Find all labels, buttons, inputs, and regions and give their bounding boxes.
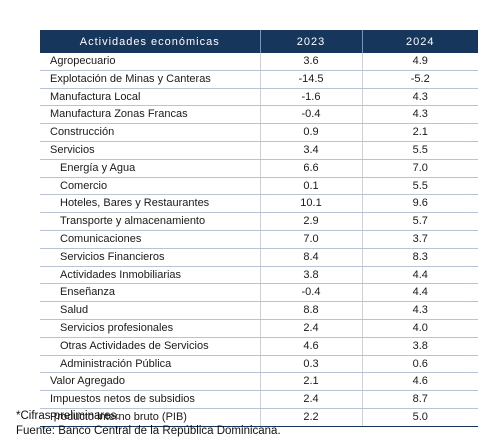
row-label: Construcción <box>40 123 261 142</box>
value-2023: 3.4 <box>260 141 363 160</box>
header-2024: 2024 <box>362 30 478 53</box>
value-2024: 2.1 <box>362 123 478 142</box>
table-header-row: Actividades económicas 2023 2024 <box>40 30 478 53</box>
value-2023: -14.5 <box>260 70 363 89</box>
row-label: Comunicaciones <box>40 230 261 249</box>
header-activities: Actividades económicas <box>40 30 261 53</box>
gdp-growth-table: Actividades económicas 2023 2024 Agropec… <box>40 30 478 427</box>
value-2024: 4.0 <box>362 319 478 338</box>
table-row: Hoteles, Bares y Restaurantes 10.1 9.6 <box>40 194 478 214</box>
row-label: Manufactura Zonas Francas <box>40 105 261 125</box>
row-label: Valor Agregado <box>40 372 261 392</box>
table-row: Enseñanza -0.4 4.4 <box>40 283 478 303</box>
table-row: Manufactura Zonas Francas -0.4 4.3 <box>40 105 478 125</box>
row-label: Servicios profesionales <box>40 319 261 338</box>
value-2024: 9.6 <box>362 194 478 214</box>
row-label: Agropecuario <box>40 53 261 71</box>
value-2024: 4.9 <box>362 53 478 71</box>
table-row: Comunicaciones 7.0 3.7 <box>40 230 478 249</box>
value-2024: 4.4 <box>362 283 478 303</box>
value-2023: 7.0 <box>260 230 363 249</box>
value-2023: 4.6 <box>260 337 363 356</box>
header-2023: 2023 <box>260 30 363 53</box>
value-2024: 5.0 <box>362 408 478 427</box>
table-header: Actividades económicas 2023 2024 <box>40 30 478 53</box>
value-2024: 3.8 <box>362 337 478 356</box>
row-label: Comercio <box>40 177 261 196</box>
table-row: Servicios 3.4 5.5 <box>40 141 478 160</box>
value-2023: 3.6 <box>260 53 363 71</box>
value-2023: -0.4 <box>260 105 363 125</box>
row-label: Servicios <box>40 141 261 160</box>
table-row: Energía y Agua 6.6 7.0 <box>40 159 478 178</box>
row-label: Producto interno bruto (PIB) <box>40 408 261 427</box>
value-2024: 8.3 <box>362 248 478 267</box>
value-2023: 6.6 <box>260 159 363 178</box>
value-2023: 2.1 <box>260 372 363 392</box>
value-2024: 5.5 <box>362 141 478 160</box>
table-row: Salud 8.8 4.3 <box>40 301 478 320</box>
value-2023: 10.1 <box>260 194 363 214</box>
value-2024: 4.3 <box>362 88 478 107</box>
value-2024: 5.5 <box>362 177 478 196</box>
value-2024: -5.2 <box>362 70 478 89</box>
value-2023: 3.8 <box>260 266 363 285</box>
value-2023: 2.2 <box>260 408 363 427</box>
footnotes: *Cifras preliminares. Fuente: Banco Cent… <box>16 409 281 439</box>
value-2023: 2.4 <box>260 319 363 338</box>
value-2023: 0.1 <box>260 177 363 196</box>
value-2023: 8.8 <box>260 301 363 320</box>
table-body: Agropecuario 3.6 4.9 Explotación de Minas y… <box>40 53 478 427</box>
row-label: Energía y Agua <box>40 159 261 178</box>
table-row: Transporte y almacenamiento 2.9 5.7 <box>40 212 478 231</box>
row-label: Manufactura Local <box>40 88 261 107</box>
preliminary-note: *Cifras preliminares. <box>16 410 120 422</box>
table-row: Valor Agregado 2.1 4.6 <box>40 372 478 392</box>
value-2024: 4.4 <box>362 266 478 285</box>
value-2024: 7.0 <box>362 159 478 178</box>
value-2023: 8.4 <box>260 248 363 267</box>
table-row: Servicios profesionales 2.4 4.0 <box>40 319 478 338</box>
value-2023: 2.9 <box>260 212 363 231</box>
value-2024: 4.3 <box>362 105 478 125</box>
row-label: Actividades Inmobiliarias <box>40 266 261 285</box>
value-2024: 5.7 <box>362 212 478 231</box>
table-row: Manufactura Local -1.6 4.3 <box>40 88 478 107</box>
value-2024: 4.6 <box>362 372 478 392</box>
value-2023: 2.4 <box>260 390 363 409</box>
value-2023: 0.9 <box>260 123 363 142</box>
table-row: Impuestos netos de subsidios 2.4 8.7 <box>40 390 478 409</box>
table-row: Explotación de Minas y Canteras -14.5 -5.2 <box>40 70 478 89</box>
row-label: Otras Actividades de Servicios <box>40 337 261 356</box>
table-row: Actividades Inmobiliarias 3.8 4.4 <box>40 266 478 285</box>
table-row: Producto interno bruto (PIB) 2.2 5.0 <box>40 408 478 427</box>
table-row: Servicios Financieros 8.4 8.3 <box>40 248 478 267</box>
table-row: Otras Actividades de Servicios 4.6 3.8 <box>40 337 478 356</box>
row-label: Hoteles, Bares y Restaurantes <box>40 194 261 214</box>
value-2023: -0.4 <box>260 283 363 303</box>
row-label: Administración Pública <box>40 355 261 374</box>
table-row: Comercio 0.1 5.5 <box>40 177 478 196</box>
row-label: Servicios Financieros <box>40 248 261 267</box>
value-2024: 3.7 <box>362 230 478 249</box>
row-label: Impuestos netos de subsidios <box>40 390 261 409</box>
value-2023: 0.3 <box>260 355 363 374</box>
value-2024: 0.6 <box>362 355 478 374</box>
row-label: Explotación de Minas y Canteras <box>40 70 261 89</box>
value-2024: 8.7 <box>362 390 478 409</box>
row-label: Salud <box>40 301 261 320</box>
row-label: Enseñanza <box>40 283 261 303</box>
row-label: Transporte y almacenamiento <box>40 212 261 231</box>
table-row: Administración Pública 0.3 0.6 <box>40 355 478 374</box>
gdp-growth-table-container: Actividades económicas 2023 2024 Agropec… <box>40 30 478 427</box>
value-2024: 4.3 <box>362 301 478 320</box>
table-row: Agropecuario 3.6 4.9 <box>40 53 478 71</box>
table-row: Construcción 0.9 2.1 <box>40 123 478 142</box>
value-2023: -1.6 <box>260 88 363 107</box>
source-note: Fuente: Banco Central de la República Do… <box>16 425 281 437</box>
